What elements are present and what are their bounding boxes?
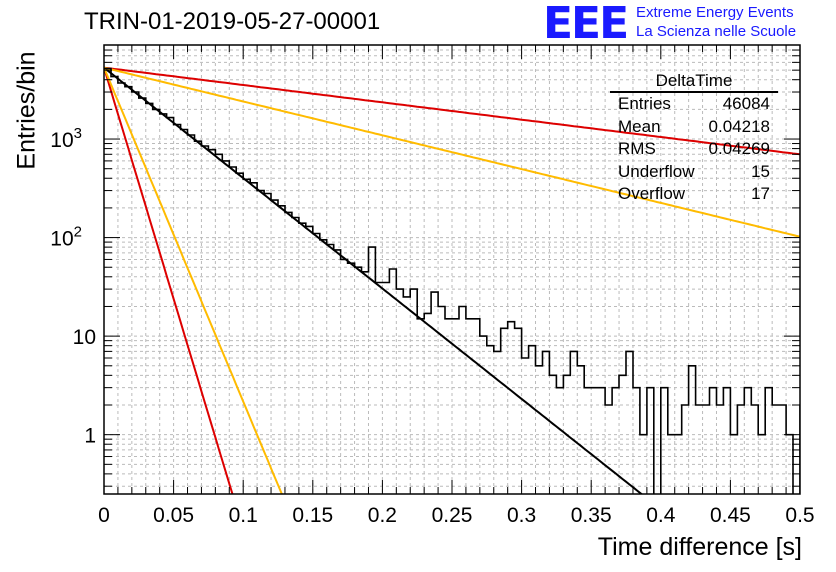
x-tick-label: 0.2: [368, 504, 397, 527]
stats-value: 17: [751, 184, 770, 203]
x-tick-label: 0.4: [646, 504, 676, 527]
stats-value: 15: [751, 161, 770, 181]
stats-label: Underflow: [618, 161, 695, 181]
stats-label: Overflow: [618, 184, 686, 203]
eee-logo-text: Extreme Energy Events La Scienza nelle S…: [636, 3, 796, 41]
fit-curve: [104, 66, 644, 494]
stats-row-underflow: Underflow 15: [610, 161, 778, 184]
fit-curve: [104, 66, 800, 238]
eee-logo: EEE: [543, 0, 629, 49]
stats-label: Entries: [618, 94, 671, 113]
fit-curve: [104, 67, 234, 494]
stats-value: 0.04269: [708, 139, 770, 158]
x-axis-label: Time difference [s]: [597, 533, 802, 561]
stats-row-entries: Entries 46084: [610, 93, 778, 116]
stats-box: DeltaTime Entries 46084 Mean 0.04218 RMS…: [610, 71, 778, 206]
y-tick-label: 10: [73, 326, 96, 349]
fit-curve: [104, 66, 800, 156]
x-tick-label: 0.3: [507, 504, 536, 527]
stats-row-overflow: Overflow 17: [610, 183, 778, 206]
x-tick-label: 0.05: [153, 504, 194, 527]
logo-line-1: Extreme Energy Events: [636, 4, 794, 21]
x-tick-label: 0.45: [710, 504, 751, 527]
stats-value: 46084: [722, 94, 770, 113]
stats-row-rms: RMS 0.04269: [610, 138, 778, 161]
x-tick-label: 0.35: [571, 504, 612, 527]
logo-line-2: La Scienza nelle Scuole: [636, 23, 797, 40]
stats-value: 0.04218: [708, 116, 770, 136]
x-tick-label: 0.25: [432, 504, 473, 527]
y-tick-label: 1: [84, 425, 96, 448]
plot-title: TRIN-01-2019-05-27-00001: [84, 8, 381, 35]
stats-label: RMS: [618, 139, 656, 158]
x-tick-label: 0.15: [292, 504, 333, 527]
stats-row-mean: Mean 0.04218: [610, 116, 778, 139]
stats-label: Mean: [618, 116, 661, 136]
y-tick-label: 103: [50, 125, 82, 152]
histogram-steps: [104, 67, 800, 494]
y-axis-label: Entries/bin: [12, 51, 41, 170]
x-tick-label: 0.5: [785, 504, 814, 527]
y-tick-label: 102: [50, 224, 82, 251]
stats-title: DeltaTime: [610, 71, 778, 93]
fit-curve: [104, 67, 283, 494]
x-tick-label: 0: [98, 504, 110, 527]
x-tick-label: 0.1: [229, 504, 258, 527]
